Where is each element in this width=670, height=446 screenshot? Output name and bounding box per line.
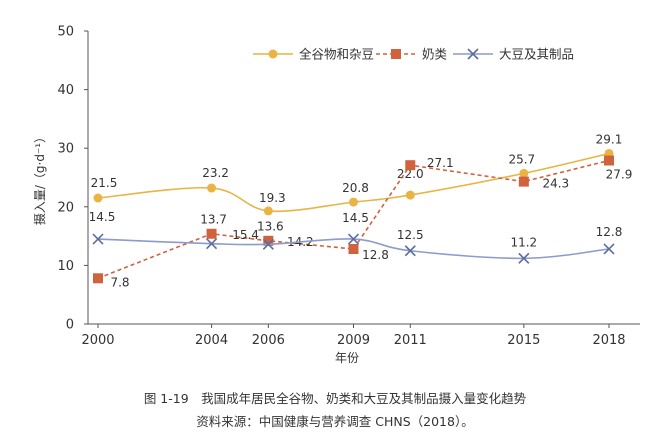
- figure-source: 资料来源：中国健康与营养调查 CHNS（2018）。: [196, 414, 474, 429]
- x-marker: [347, 233, 360, 245]
- data-label: 29.1: [596, 132, 623, 146]
- x-marker: [205, 238, 218, 250]
- square-marker: [206, 228, 217, 239]
- x-marker-stroke: [603, 243, 615, 255]
- data-label: 7.8: [110, 275, 129, 289]
- legend-label: 全谷物和杂豆: [299, 47, 374, 62]
- y-tick-label: 50: [57, 25, 74, 40]
- circle-marker: [207, 183, 217, 193]
- square-marker: [405, 160, 416, 171]
- x-marker-stroke: [262, 238, 274, 250]
- x-tick-label: 2015: [507, 333, 540, 348]
- x-axis-label: 年份: [335, 351, 359, 365]
- x-marker: [518, 252, 530, 264]
- x-marker-stroke: [205, 238, 218, 250]
- data-label: 13.7: [200, 213, 227, 227]
- data-label: 15.4: [232, 228, 259, 242]
- x-marker-stroke: [404, 245, 416, 257]
- data-label: 21.5: [91, 176, 118, 190]
- legend-label: 大豆及其制品: [499, 47, 574, 62]
- x-marker-stroke: [518, 252, 530, 264]
- square-marker: [604, 155, 614, 166]
- data-label: 27.1: [427, 156, 454, 170]
- data-label: 23.2: [202, 166, 229, 180]
- data-label: 12.8: [596, 225, 623, 239]
- data-label: 19.3: [259, 191, 286, 205]
- data-label: 27.9: [606, 168, 633, 182]
- data-label: 20.8: [342, 181, 369, 195]
- x-marker: [467, 48, 479, 60]
- square-marker: [391, 49, 401, 59]
- x-marker: [262, 238, 274, 250]
- data-label: 12.5: [397, 228, 424, 242]
- circle-marker: [263, 206, 273, 216]
- data-label: 12.8: [362, 248, 389, 262]
- x-marker-stroke: [467, 48, 479, 60]
- square-marker: [263, 235, 274, 246]
- circle-marker: [519, 168, 529, 178]
- x-tick-label: 2009: [337, 333, 370, 348]
- x-tick-label: 2004: [195, 333, 228, 348]
- line-chart: 0 10 20 30 40 50 2000 2004 2006 2009 2011 2015 2018 年…: [32, 25, 640, 365]
- data-label: 22.0: [397, 167, 424, 181]
- circle-marker: [93, 193, 103, 203]
- square-marker: [348, 243, 359, 254]
- data-label: 14.5: [342, 211, 369, 225]
- x-marker-stroke: [347, 233, 360, 245]
- y-tick-label: 10: [57, 259, 74, 274]
- legend-label: 奶类: [422, 47, 448, 62]
- circle-marker: [268, 49, 278, 59]
- y-axis-label: 摄入量/（g·d⁻¹）: [32, 131, 47, 225]
- square-marker: [518, 176, 529, 187]
- x-tick-label: 2018: [592, 333, 625, 348]
- data-label: 11.2: [510, 235, 537, 249]
- x-marker: [404, 245, 416, 257]
- circle-marker: [405, 190, 415, 200]
- x-marker: [92, 233, 104, 245]
- data-label: 24.3: [542, 177, 569, 191]
- y-tick-label: 30: [57, 142, 74, 157]
- y-tick-label: 40: [57, 83, 74, 98]
- x-tick-label: 2006: [252, 333, 285, 348]
- x-marker: [603, 243, 615, 255]
- x-tick-label: 2000: [81, 333, 114, 348]
- x-tick-label: 2011: [394, 333, 427, 348]
- x-marker-stroke: [92, 233, 104, 245]
- data-label: 13.6: [257, 219, 284, 233]
- data-label: 25.7: [508, 152, 535, 166]
- circle-marker: [349, 197, 358, 207]
- y-tick-label: 20: [57, 200, 74, 215]
- y-tick-label: 0: [66, 318, 74, 333]
- data-label: 14.5: [89, 210, 116, 224]
- square-marker: [93, 273, 103, 284]
- figure-caption: 图 1-19 我国成年居民全谷物、奶类和大豆及其制品摄入量变化趋势: [143, 391, 527, 406]
